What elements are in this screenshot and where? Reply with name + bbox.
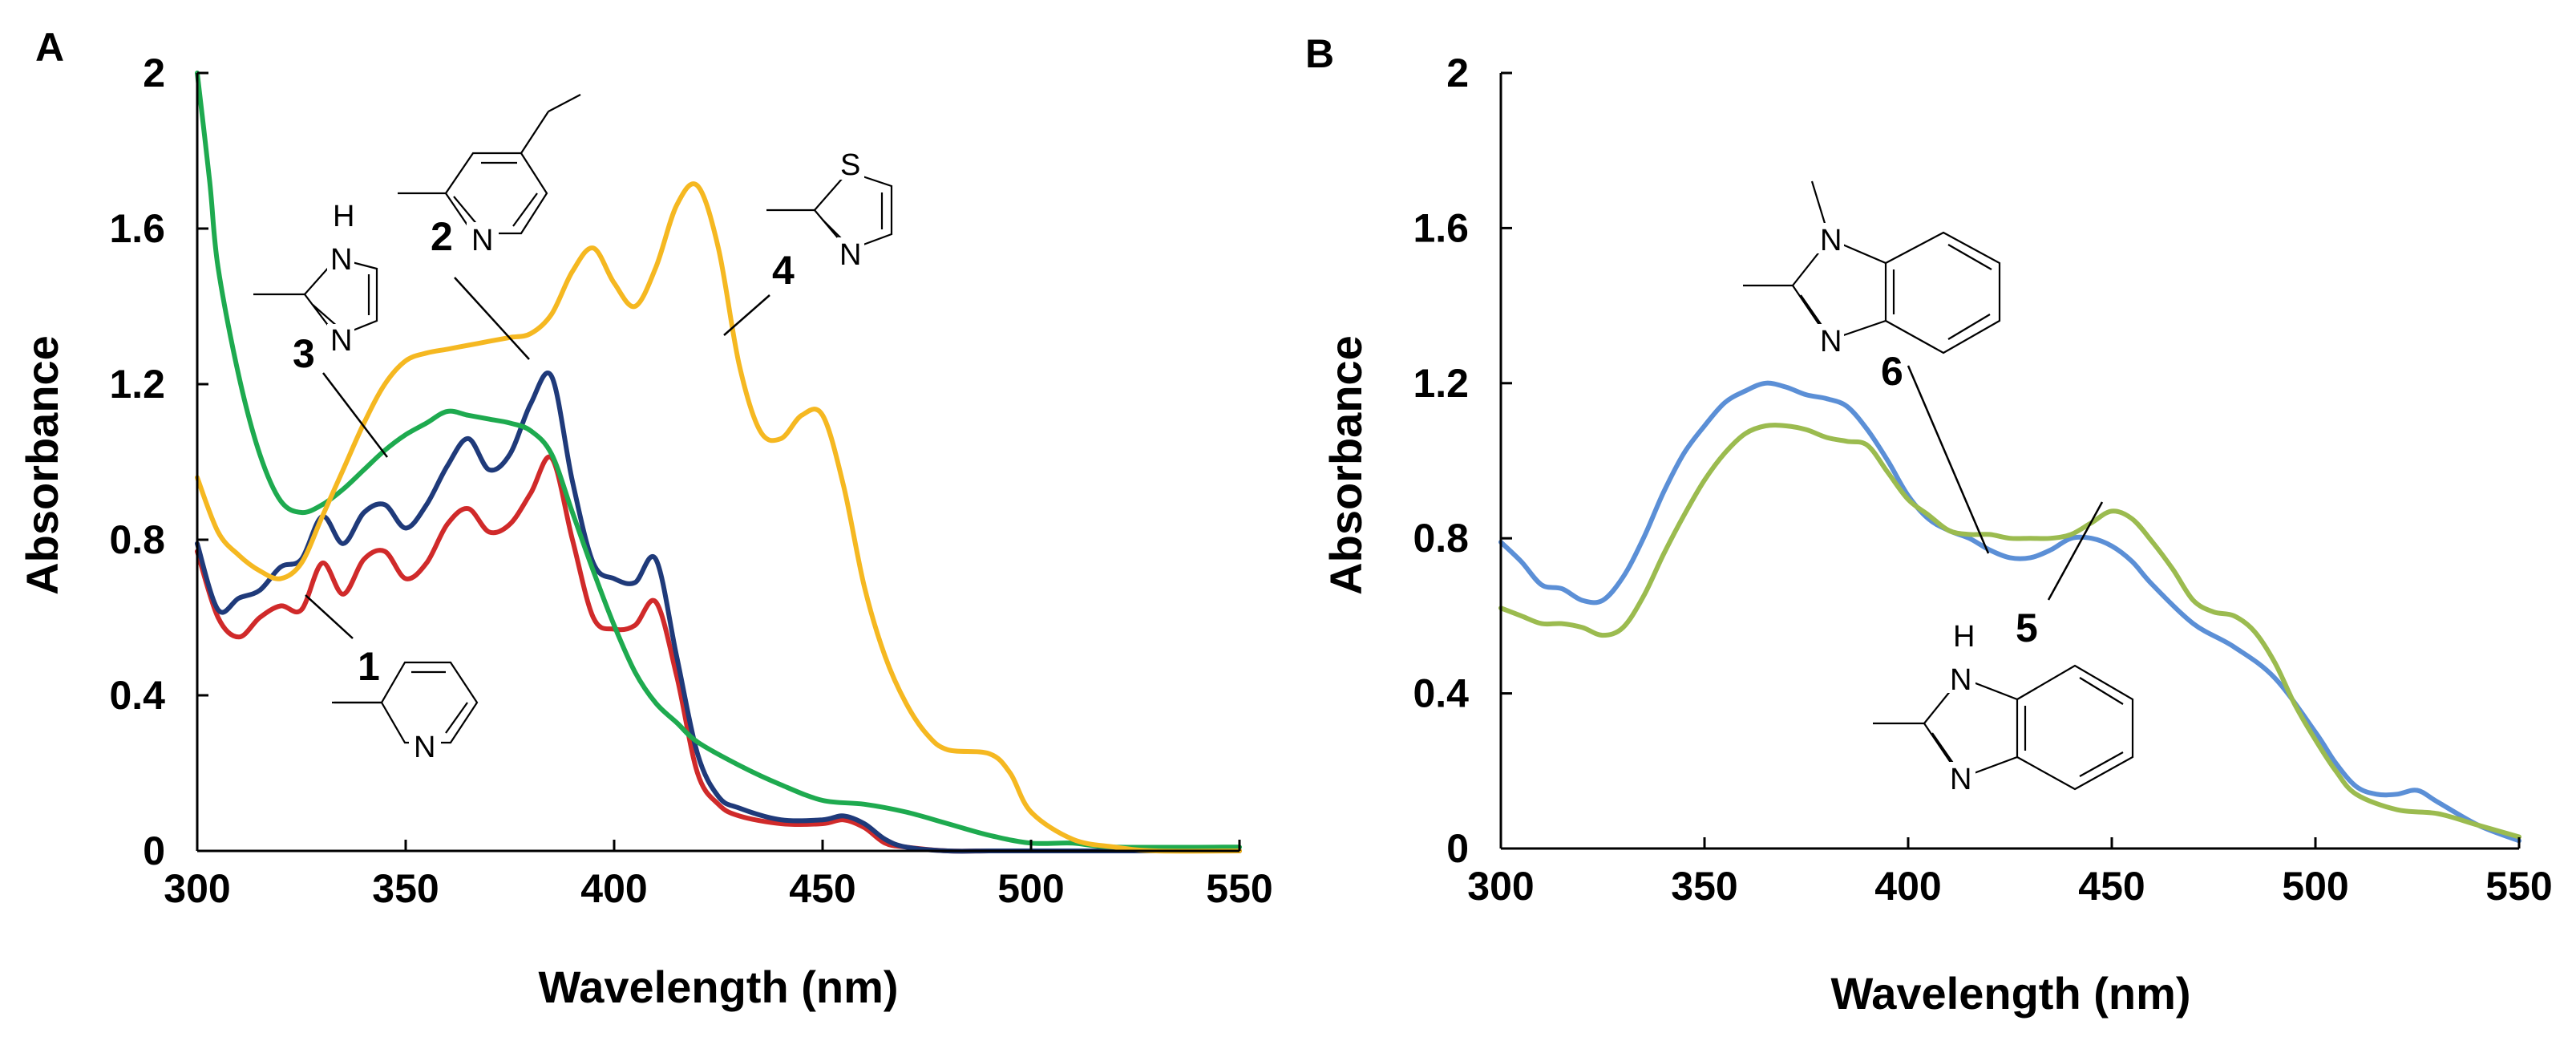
leader-line-5 — [2047, 501, 2104, 601]
panel-a-y-tick-label: 1.6 — [109, 206, 165, 251]
panel-a-series-2 — [195, 371, 1242, 854]
panel-b-label: B — [1305, 31, 1334, 76]
panel-a-x-tick-label: 350 — [372, 866, 439, 911]
panel-a-y-tick-label: 2 — [143, 51, 165, 95]
panel-b-x-tick-label: 350 — [1671, 864, 1737, 909]
leader-line-6 — [1907, 365, 1990, 554]
thiazole-n-atom: N — [839, 238, 861, 272]
panel-a: A 300 350 400 450 500 550 0 0.4 0.8 1.2 1.6 2 Absor… — [17, 25, 1273, 1012]
panel-a-x-tick-label: 400 — [580, 866, 647, 911]
panel-b-x-tick-label: 550 — [2485, 864, 2552, 909]
leader-line-1 — [305, 594, 354, 639]
curve-label-5: 5 — [2016, 606, 2038, 650]
panel-a-axes — [196, 73, 1239, 853]
curve-label-2: 2 — [431, 214, 453, 259]
curve-label-1: 1 — [358, 644, 380, 689]
panel-a-x-tick-label: 450 — [789, 866, 855, 911]
panel-b-y-axis-title: Absorbance — [1320, 335, 1371, 595]
leader-line-4 — [723, 294, 770, 336]
benzimidazole-n3-atom: N — [1950, 763, 1971, 796]
panel-a-y-tick-label: 1.2 — [109, 362, 165, 407]
panel-a-ticks: 300 350 400 450 500 550 0 0.4 0.8 1.2 1.6 2 — [109, 51, 1272, 911]
benzimidazole-n1-atom: N — [1950, 663, 1971, 697]
curve-label-3: 3 — [293, 331, 315, 376]
panel-a-y-axis-title: Absorbance — [17, 335, 67, 595]
panel-a-series-3 — [195, 71, 1242, 850]
panel-b-y-tick-label: 0 — [1446, 826, 1469, 871]
thiazole-s-atom: S — [840, 148, 860, 182]
panel-b-x-tick-label: 450 — [2078, 864, 2145, 909]
imidazole-n1-atom: N — [330, 243, 352, 277]
panel-a-x-tick-label: 300 — [164, 866, 230, 911]
panel-b-x-tick-label: 500 — [2282, 864, 2348, 909]
panel-a-label: A — [35, 25, 64, 70]
imidazole-n3-atom: N — [330, 324, 352, 358]
panel-a-series-4 — [195, 181, 1242, 854]
structure-2-methylimidazole: H N N — [253, 200, 378, 358]
panel-a-x-axis-title: Wavelength (nm) — [538, 962, 898, 1012]
methylbenzimidazole-n3-atom: N — [1820, 325, 1842, 358]
panel-b-axes — [1499, 73, 2519, 850]
imidazole-h-atom: H — [333, 200, 354, 233]
panel-a-x-tick-label: 550 — [1206, 866, 1272, 911]
benzimidazole-h-atom: H — [1953, 620, 1975, 654]
lutidine-n-atom: N — [471, 224, 493, 257]
panel-b-x-tick-label: 300 — [1467, 864, 1534, 909]
structure-2-methylthiazole: S N — [766, 148, 893, 272]
panel-b-y-tick-label: 1.6 — [1413, 205, 1469, 250]
panel-a-series-1 — [195, 454, 1242, 854]
panel-b: B 300 350 400 450 500 550 0 0.4 0.8 1.2 1.6 2 Absor… — [1305, 31, 2553, 1019]
panel-b-y-tick-label: 0.8 — [1413, 516, 1469, 561]
panel-b-series-5 — [1498, 423, 2521, 840]
structure-2-4-dimethylpyridine: N — [398, 94, 581, 257]
panel-a-y-tick-label: 0.4 — [109, 673, 165, 718]
structure-2-methylbenzimidazole: H N N — [1873, 620, 2134, 796]
methylbenzimidazole-n1-atom: N — [1820, 224, 1842, 257]
panel-b-x-axis-title: Wavelength (nm) — [1830, 968, 2190, 1019]
panel-b-y-tick-label: 0.4 — [1413, 671, 1469, 716]
panel-b-y-tick-label: 1.2 — [1413, 361, 1469, 406]
pyridine-n-atom: N — [414, 731, 435, 764]
panel-b-series-6 — [1498, 380, 2521, 844]
panel-a-series-group — [195, 71, 1242, 854]
panel-a-x-tick-label: 500 — [997, 866, 1064, 911]
structure-2-methylpyridine: N — [332, 661, 479, 764]
leader-line-3 — [322, 372, 388, 458]
leader-line-2 — [454, 277, 530, 360]
panel-a-y-tick-label: 0.8 — [109, 517, 165, 562]
panel-b-x-tick-label: 400 — [1874, 864, 1941, 909]
structure-1-methylbenzimidazole: N N — [1743, 180, 2001, 358]
curve-label-6: 6 — [1881, 349, 1903, 394]
panel-b-ticks: 300 350 400 450 500 550 0 0.4 0.8 1.2 1.6 2 — [1413, 51, 2552, 909]
panel-a-y-tick-label: 0 — [143, 828, 165, 873]
panel-b-series-group — [1498, 380, 2521, 844]
panel-b-y-tick-label: 2 — [1446, 51, 1469, 95]
curve-label-4: 4 — [772, 248, 795, 293]
